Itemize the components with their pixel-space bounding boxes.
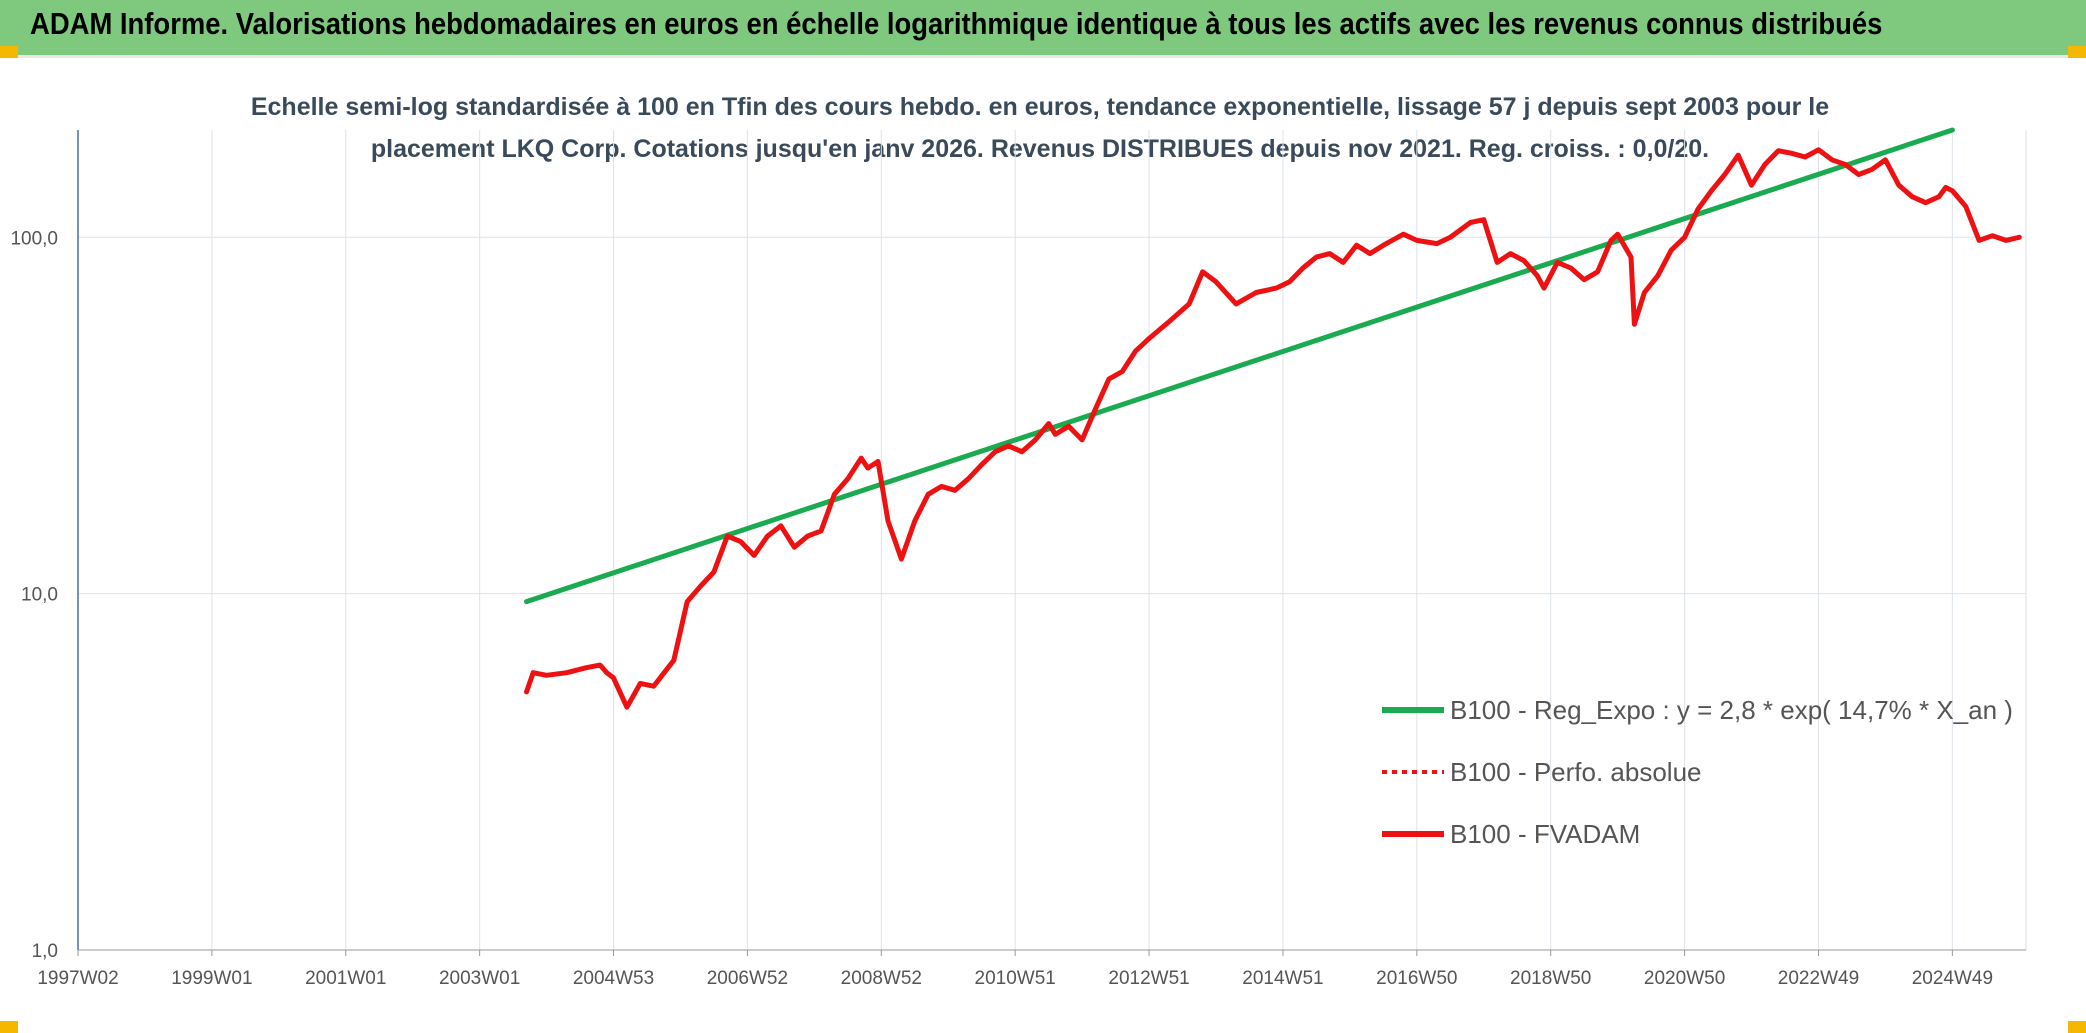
series-line-3 — [524, 147, 2022, 710]
legend-label-1: B100 - Reg_Expo : y = 2,8 * exp( 14,7% *… — [1450, 695, 2013, 725]
legend: B100 - Reg_Expo : y = 2,8 * exp( 14,7% *… — [1382, 695, 2013, 849]
corner-marker-bottom-left — [0, 1021, 18, 1033]
corner-marker-top-left — [0, 46, 18, 58]
x-tick-label: 2014W51 — [1242, 968, 1323, 989]
x-tick-label: 2016W50 — [1376, 968, 1457, 989]
x-tick-label: 2018W50 — [1510, 968, 1591, 989]
x-tick-label: 2024W49 — [1912, 968, 1993, 989]
x-tick-label: 2012W51 — [1108, 968, 1189, 989]
series-line-1 — [524, 127, 1955, 605]
y-tick-label: 10,0 — [21, 585, 58, 606]
x-tick-label: 2022W49 — [1778, 968, 1859, 989]
legend-label-2: B100 - Perfo. absolue — [1450, 757, 1702, 787]
x-tick-label: 2020W50 — [1644, 968, 1725, 989]
x-tick-label: 2008W52 — [841, 968, 922, 989]
x-tick-label: 1997W02 — [37, 968, 118, 989]
y-tick-label: 1,0 — [32, 941, 58, 962]
grid-layer — [78, 130, 2027, 951]
chart-title: Echelle semi-log standardisée à 100 en T… — [220, 86, 1860, 170]
x-tick-label: 1999W01 — [171, 968, 252, 989]
chart-title-line-1: Echelle semi-log standardisée à 100 en T… — [250, 93, 1830, 121]
x-tick-label: 2003W01 — [439, 968, 520, 989]
corner-marker-bottom-right — [2068, 1021, 2086, 1033]
axis-layer: 1997W02 1999W01 2001W01 2003W01 2004W53 2006W… — [10, 130, 2026, 989]
report-header: ADAM Informe. Valorisations hebdomadaire… — [0, 0, 2086, 58]
x-tick-label: 2001W01 — [305, 968, 386, 989]
report-title: ADAM Informe. Valorisations hebdomadaire… — [30, 6, 1883, 41]
chart-title-line-2: placement LKQ Corp. Cotations jusqu'en j… — [370, 135, 1710, 163]
x-tick-label: 2006W52 — [707, 968, 788, 989]
series-layer — [524, 127, 2022, 710]
x-tick-label: 2004W53 — [573, 968, 654, 989]
legend-label-3: B100 - FVADAM — [1450, 819, 1640, 849]
corner-marker-top-right — [2068, 46, 2086, 58]
x-tick-label: 2010W51 — [975, 968, 1056, 989]
y-tick-label: 100,0 — [10, 228, 58, 249]
